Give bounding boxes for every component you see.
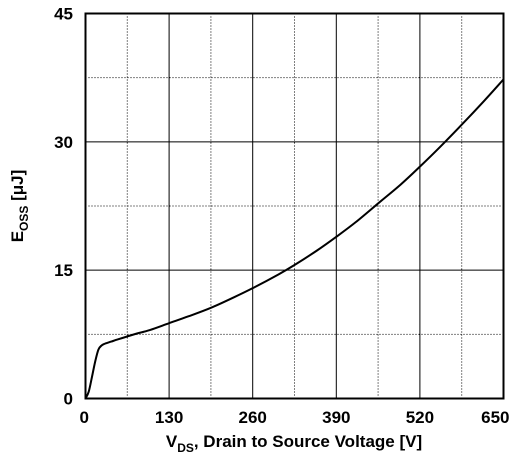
- x-tick-label: 650: [481, 408, 509, 427]
- y-axis-title: EOSS [μJ]: [8, 170, 31, 243]
- plot-area: [84, 78, 505, 399]
- x-tick-label: 130: [155, 408, 183, 427]
- tick-labels: 0 130 260 390 520 650 0 15 30 45: [54, 5, 509, 428]
- y-tick-label: 15: [54, 261, 73, 280]
- x-tick-label: 260: [239, 408, 267, 427]
- x-axis-title: VDS, Drain to Source Voltage [V]: [166, 432, 422, 455]
- plot-frame: [84, 12, 505, 400]
- x-tick-label: 520: [406, 408, 434, 427]
- y-tick-label: 30: [54, 133, 73, 152]
- y-tick-label: 45: [54, 5, 73, 24]
- eoss-curve: [84, 78, 505, 399]
- x-tick-label: 0: [80, 408, 89, 427]
- y-tick-label: 0: [64, 390, 73, 409]
- grid: [85, 13, 504, 399]
- x-tick-label: 390: [322, 408, 350, 427]
